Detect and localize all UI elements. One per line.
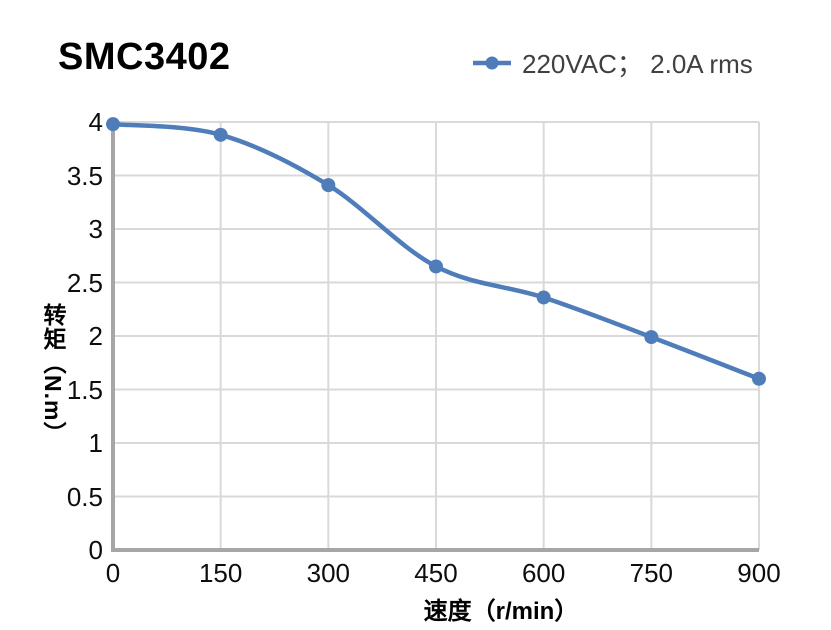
y-tick-label: 3.5 <box>66 160 103 191</box>
y-tick-label: 0 <box>88 535 103 565</box>
y-tick-label: 1 <box>88 428 103 458</box>
data-point-marker <box>106 117 120 132</box>
data-point-marker <box>644 330 659 345</box>
x-tick-label: 900 <box>737 558 781 588</box>
data-point-marker <box>321 178 336 193</box>
y-tick-label: 0.5 <box>66 481 103 512</box>
y-tick-label: 4 <box>88 107 103 137</box>
legend-series-label: 220VAC； 2.0A rms <box>522 49 753 79</box>
x-tick-label: 150 <box>198 558 243 588</box>
x-tick-label: 0 <box>105 558 121 588</box>
x-tick-label: 750 <box>629 558 674 588</box>
y-axis-title: 转矩（N.m） <box>40 303 66 446</box>
legend: 220VAC； 2.0A rms <box>472 44 753 81</box>
x-tick-label: 600 <box>521 558 566 588</box>
x-axis-title: 速度（r/min） <box>423 598 579 625</box>
data-point-marker <box>213 127 228 142</box>
y-tick-label: 2.5 <box>66 267 103 298</box>
x-tick-label: 300 <box>306 558 351 588</box>
data-point-marker <box>752 371 766 386</box>
y-tick-label: 3 <box>88 214 103 244</box>
x-tick-label: 450 <box>414 558 458 588</box>
legend-line-marker-icon <box>473 56 511 69</box>
chart-title: SMC3402 <box>58 36 231 78</box>
data-point-marker <box>429 259 443 274</box>
y-tick-label: 1.5 <box>66 374 103 405</box>
data-point-marker <box>536 290 551 305</box>
y-tick-label: 2 <box>88 321 103 351</box>
plot-area <box>106 117 766 552</box>
